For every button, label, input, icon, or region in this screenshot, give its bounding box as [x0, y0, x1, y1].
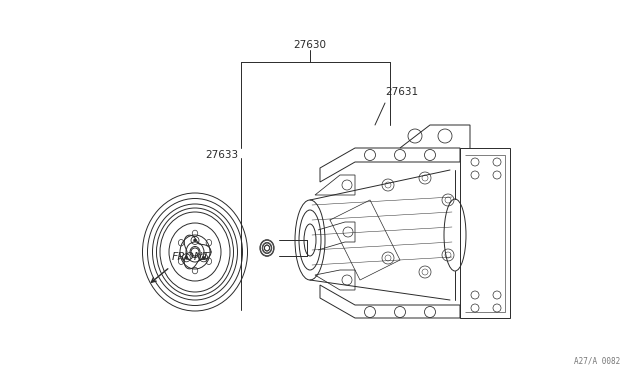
Text: FRONT: FRONT — [172, 252, 210, 262]
Text: 27630: 27630 — [294, 40, 326, 50]
Text: 27633: 27633 — [205, 150, 238, 160]
Circle shape — [185, 256, 188, 259]
Circle shape — [202, 256, 205, 259]
Circle shape — [193, 239, 196, 242]
Text: A27/A 0082: A27/A 0082 — [573, 356, 620, 365]
Text: 27631: 27631 — [385, 87, 418, 97]
